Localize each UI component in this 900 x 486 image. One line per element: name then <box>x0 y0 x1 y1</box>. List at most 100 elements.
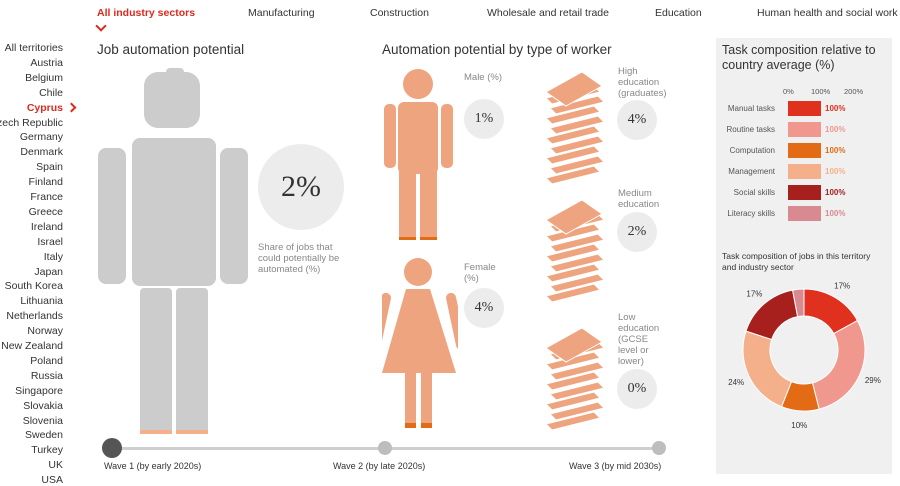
task-label: Management <box>728 167 775 176</box>
medium-education-value: 2% <box>617 212 657 252</box>
wave-3-label[interactable]: Wave 3 (by mid 2030s) <box>569 461 662 471</box>
donut-title: Task composition of jobs in this territo… <box>722 251 871 272</box>
book-icon <box>549 115 605 135</box>
territory-item[interactable]: Ireland <box>30 220 63 233</box>
territory-item[interactable]: Greece <box>28 205 63 218</box>
task-value: 100% <box>825 167 846 176</box>
book-stack-low-icon <box>545 327 605 431</box>
scale-100: 100% <box>811 87 831 96</box>
wave-1-label[interactable]: Wave 1 (by early 2020s) <box>104 461 202 471</box>
book-icon <box>549 135 605 155</box>
nav-item-wholesale[interactable]: Wholesale and retail trade <box>487 7 609 19</box>
task-label: Literacy skills <box>727 209 775 218</box>
book-icon <box>545 105 601 125</box>
wave-2-label[interactable]: Wave 2 (by late 2020s) <box>333 461 426 471</box>
territory-item[interactable]: Lithuania <box>20 295 63 308</box>
high-education-label: High education (graduates) <box>618 66 667 99</box>
nav-item-construction[interactable]: Construction <box>370 7 429 19</box>
territory-item[interactable]: Israel <box>37 235 63 248</box>
task-bar <box>788 164 821 179</box>
book-top-icon <box>545 199 603 235</box>
territory-item[interactable]: Italy <box>43 250 63 263</box>
book-icon <box>545 125 601 145</box>
task-bar <box>788 185 821 200</box>
nav-item-health[interactable]: Human health and social work <box>757 7 898 19</box>
task-bar <box>788 206 821 221</box>
book-top-icon <box>545 71 603 107</box>
book-icon <box>549 381 605 401</box>
job-automation-caption: Share of jobs that could potentially be … <box>258 242 340 275</box>
territory-item[interactable]: South Korea <box>4 280 63 293</box>
territory-item[interactable]: All territories <box>4 42 63 54</box>
book-icon <box>545 351 601 371</box>
book-icon <box>549 361 605 381</box>
donut-slice-label: 24% <box>728 378 744 387</box>
male-figure-icon <box>384 69 453 240</box>
territory-item[interactable]: Norway <box>27 325 63 338</box>
donut-slice <box>791 288 805 318</box>
territory-item[interactable]: Turkey <box>31 444 63 457</box>
territory-item[interactable]: Belgium <box>25 71 63 84</box>
nav-item-manufacturing[interactable]: Manufacturing <box>248 7 315 19</box>
territory-item[interactable]: Czech Republic <box>0 116 63 129</box>
territory-item[interactable]: Netherlands <box>6 310 63 323</box>
territory-item[interactable]: Finland <box>28 176 63 189</box>
task-label: Routine tasks <box>726 125 775 134</box>
nav-item-education[interactable]: Education <box>655 7 702 19</box>
territory-item[interactable]: Poland <box>30 354 63 367</box>
chevron-right-icon <box>66 102 77 113</box>
territory-item[interactable]: Denmark <box>20 146 63 159</box>
book-icon <box>545 283 601 303</box>
medium-education-label: Medium education <box>618 188 660 210</box>
donut-slice-label: 29% <box>865 376 881 385</box>
book-icon <box>545 411 601 431</box>
male-label: Male (%) <box>464 72 503 83</box>
job-automation-value: 2% <box>258 144 344 230</box>
book-icon <box>545 263 601 283</box>
book-stack-high-icon <box>545 71 605 185</box>
territory-item[interactable]: Slovakia <box>23 399 63 412</box>
territory-item[interactable]: Germany <box>19 131 63 144</box>
female-figure-icon <box>382 258 458 428</box>
task-label: Manual tasks <box>727 104 775 113</box>
book-icon <box>549 155 605 175</box>
worker-type-title: Automation potential by type of worker <box>382 42 612 57</box>
territory-item[interactable]: Chile <box>39 86 63 99</box>
female-label: Female (%) <box>464 262 496 284</box>
donut-slice-label: 17% <box>834 281 850 290</box>
book-icon <box>545 391 601 411</box>
scale-200: 200% <box>844 87 864 96</box>
territory-item[interactable]: Japan <box>34 265 63 278</box>
low-education-label: Low education (GCSE level or lower) <box>618 312 660 367</box>
wave-2-handle[interactable] <box>378 441 392 455</box>
task-composition-donut-chart: 17%29%10%24%17%3% <box>728 280 881 430</box>
nav-item-all-industry[interactable]: All industry sectors <box>97 7 196 19</box>
territory-item[interactable]: Cyprus <box>26 101 63 114</box>
territory-item[interactable]: Spain <box>36 161 63 174</box>
territory-item[interactable]: France <box>30 191 63 203</box>
wave-1-handle[interactable] <box>102 438 122 458</box>
book-top-icon <box>545 327 603 363</box>
task-value: 100% <box>825 146 846 155</box>
territory-item[interactable]: Russia <box>30 369 63 382</box>
book-icon <box>549 253 605 273</box>
task-bar <box>788 122 821 137</box>
book-icon <box>549 401 605 421</box>
task-value: 100% <box>825 188 846 197</box>
male-value: 1% <box>464 99 504 139</box>
territory-item[interactable]: New Zealand <box>1 340 63 352</box>
book-icon <box>545 165 601 185</box>
high-education-value: 4% <box>617 100 657 140</box>
territory-item[interactable]: USA <box>41 474 63 486</box>
territory-item[interactable]: Sweden <box>25 429 63 442</box>
wave-3-handle[interactable] <box>652 441 666 455</box>
territory-item[interactable]: Slovenia <box>22 414 63 427</box>
low-education-value: 0% <box>617 369 657 409</box>
territory-item[interactable]: UK <box>48 459 63 472</box>
book-icon <box>549 273 605 293</box>
territory-item[interactable]: Singapore <box>15 384 63 397</box>
territory-item[interactable]: Austria <box>30 56 63 69</box>
job-automation-title: Job automation potential <box>97 42 245 57</box>
person-silhouette-icon <box>98 68 248 434</box>
book-icon <box>549 233 605 253</box>
